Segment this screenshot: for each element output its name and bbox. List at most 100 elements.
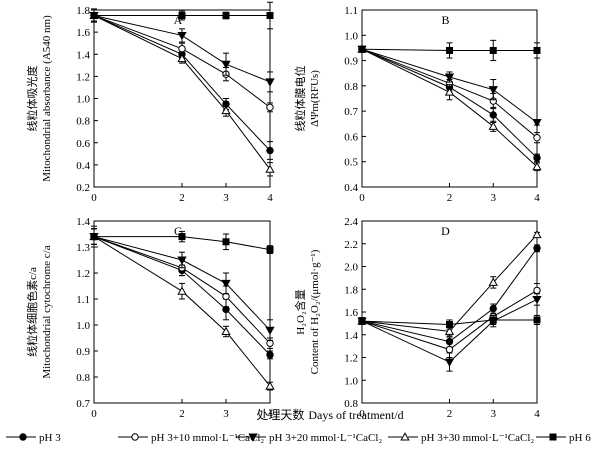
x-tick-label: 2 (179, 192, 185, 204)
data-point (266, 103, 274, 112)
data-point (489, 111, 497, 119)
legend-label: pH 6 (569, 432, 591, 444)
x-tick-label: 2 (447, 408, 453, 420)
data-point (178, 12, 186, 20)
data-point (532, 295, 542, 305)
data-point (221, 279, 231, 289)
y-tick-label: 2.4 (344, 216, 358, 228)
data-point (266, 12, 274, 20)
y-tick-label: 1.6 (76, 27, 90, 39)
series-line (361, 48, 538, 159)
y-tick-label: 0.9 (344, 56, 358, 68)
data-point (488, 86, 498, 95)
series-s5 (358, 39, 541, 62)
data-point (488, 277, 498, 286)
legend-label: pH 3+10 mmol·L⁻¹CaCl₂ (151, 432, 264, 444)
y-tick-label: 0.6 (344, 131, 358, 143)
data-point (532, 161, 542, 171)
data-point (177, 31, 187, 41)
legend-label: pH 3 (39, 432, 61, 444)
y-tick-label: 0.4 (76, 160, 90, 172)
y-tick-label: 1.0 (344, 375, 358, 387)
legend-label: pH 3+20 mmol·L⁻¹CaCl₂ (269, 432, 382, 444)
series-line (93, 236, 271, 387)
y-axis-title-en: Mitochondrial absorbance (A540 nm) (41, 15, 53, 182)
data-point (533, 286, 541, 295)
y-tick-label: 0.6 (76, 138, 90, 150)
panel-letter: A (174, 13, 183, 27)
series-line (93, 236, 271, 344)
series-line (93, 15, 271, 108)
x-tick-label: 2 (447, 192, 453, 204)
data-point (221, 60, 231, 70)
data-point (221, 105, 231, 115)
y-tick-label: 1.8 (344, 284, 358, 296)
data-point (444, 87, 455, 96)
data-point (533, 316, 541, 324)
y-axis-title-en: ΔΨm(RFUs) (309, 70, 321, 127)
series-line (361, 289, 538, 351)
series-line (361, 48, 538, 123)
data-point (266, 246, 274, 254)
data-point (444, 326, 455, 335)
y-axis-title-en: Mitochondrial cytochrome c/a (41, 245, 53, 378)
y-tick-label: 0.7 (344, 106, 358, 118)
y-axis-title-cn: 线粒体吸光度 (25, 66, 39, 132)
series-line (93, 15, 271, 151)
data-point (358, 45, 366, 53)
y-tick-label: 1.2 (76, 268, 90, 280)
legend-label: pH 3+30 mmol·L⁻¹CaCl₂ (421, 432, 534, 444)
series-line (361, 48, 538, 168)
data-point (265, 381, 275, 390)
x-tick-label: 0 (91, 192, 97, 204)
x-tick-label: 3 (223, 192, 229, 204)
panel-d: 0.8 1.0 1.2 1.4 1.6 1.8 2.0 2.2 2.4 0 2 3 4 D H₂O₂含量 Co… (293, 216, 542, 420)
data-point (533, 133, 541, 142)
data-point (489, 46, 497, 54)
y-axis-title-en: Content of H₂O₂/(μmol·g⁻¹) (309, 249, 321, 374)
panel-letter: D (441, 224, 450, 238)
y-tick-label: 0.4 (344, 182, 358, 194)
plot-frame (93, 220, 271, 404)
data-point (446, 46, 453, 54)
series-line (93, 236, 271, 331)
series-line (93, 15, 271, 83)
y-tick-label: 1.1 (344, 5, 358, 17)
panel-c: 0.7 0.8 0.9 1.0 1.1 1.2 1.3 1.4 0 2 3 4 C 线粒体细胞色素c/a M… (25, 216, 275, 420)
y-tick-label: 0.8 (344, 81, 358, 93)
data-point (221, 326, 231, 335)
y-tick-label: 1.4 (76, 49, 90, 61)
data-point (532, 229, 542, 239)
y-tick-label: 0.8 (76, 116, 90, 128)
data-point (177, 256, 187, 265)
series-line (93, 236, 271, 356)
y-tick-label: 1.8 (76, 5, 90, 17)
legend-marker (19, 433, 27, 441)
x-tick-label: 2 (179, 408, 185, 420)
data-point (444, 73, 455, 82)
data-point (90, 233, 98, 241)
x-axis-title-en: Days of treatment/d (308, 408, 403, 422)
x-axis-title-cn: 处理天数 (256, 407, 304, 422)
y-axis-title-cn: H₂O₂含量 (293, 289, 307, 335)
data-point (265, 164, 275, 173)
x-tick-label: 4 (267, 192, 273, 204)
x-tick-label: 3 (491, 192, 497, 204)
y-tick-label: 1.3 (76, 242, 90, 254)
data-point (222, 238, 230, 246)
y-tick-label: 0.8 (344, 398, 358, 410)
series-line (361, 319, 537, 326)
legend-item-s4: pH 3+30 mmol·L⁻¹CaCl₂ (388, 432, 534, 444)
legend-marker (549, 433, 557, 441)
x-tick-label: 4 (267, 408, 273, 420)
x-axis-title: 处理天数 Days of treatment/d (256, 407, 403, 422)
series-line (361, 248, 538, 343)
y-tick-label: 1.4 (76, 216, 90, 228)
y-tick-label: 1.0 (76, 94, 90, 106)
legend-marker (131, 433, 139, 441)
y-tick-label: 0.9 (76, 346, 90, 358)
data-point (178, 233, 186, 241)
y-tick-label: 0.7 (76, 398, 90, 410)
legend-item-s1: pH 3 (6, 432, 61, 444)
